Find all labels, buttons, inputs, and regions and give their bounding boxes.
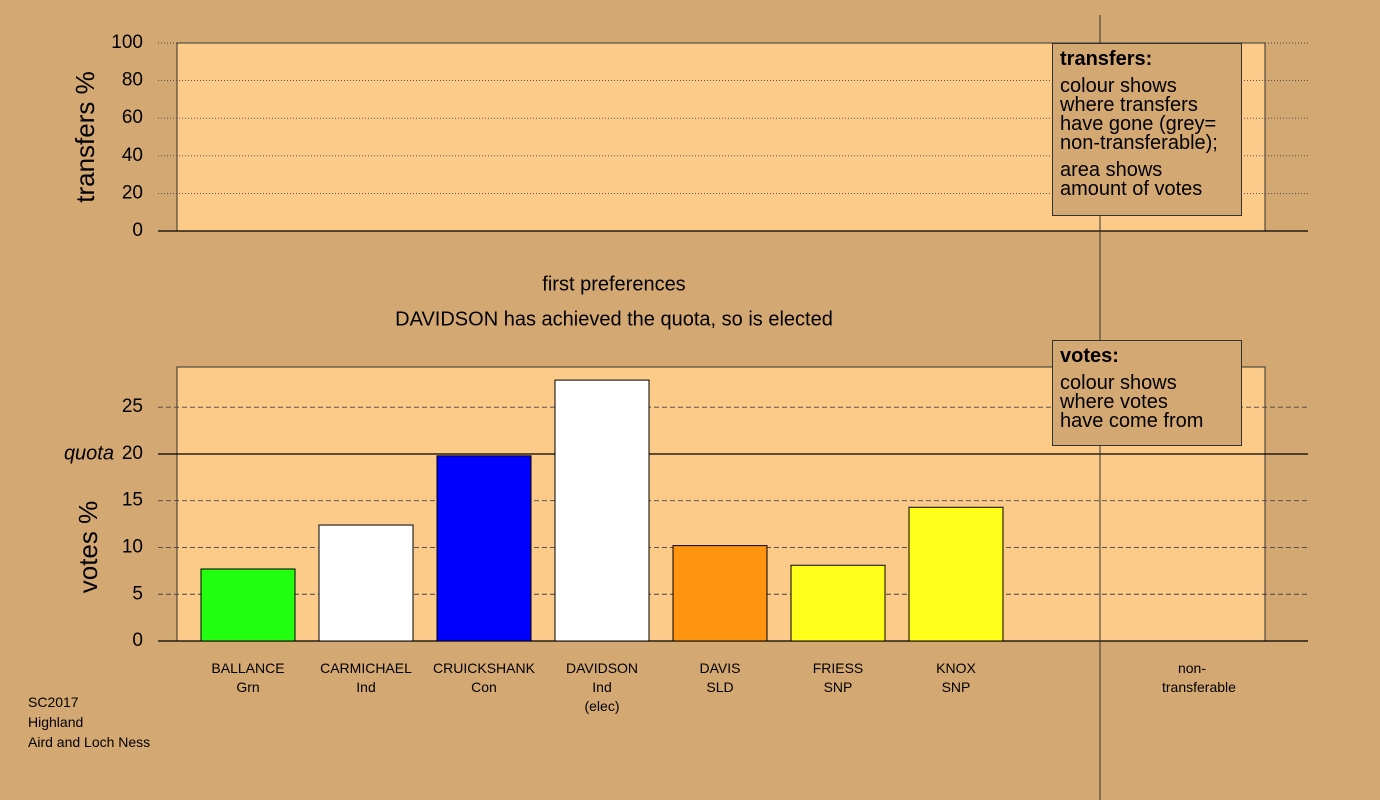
y-tick-label: 0 <box>132 220 143 241</box>
y-tick-label: 5 <box>132 583 143 604</box>
legend-line: have come from <box>1060 410 1204 432</box>
x-tick-label: DAVIDSON Ind (elec) <box>543 659 661 716</box>
legend-line: colour shows <box>1060 372 1177 394</box>
category-name: DAVIDSON <box>565 660 639 676</box>
legend-text: colour shows where votes have come from <box>1060 372 1234 432</box>
y-tick-label: 40 <box>122 145 143 166</box>
legend-line: have gone (grey= <box>1060 113 1217 135</box>
party: SNP <box>823 679 853 695</box>
category-name: DAVIS <box>699 660 741 676</box>
party: SLD <box>706 679 734 695</box>
y-tick-label: 10 <box>122 537 143 558</box>
x-tick-label: FRIESS SNP <box>779 659 897 697</box>
legend-title: votes: <box>1060 345 1119 367</box>
y-tick-label: 20 <box>122 443 143 464</box>
bar <box>908 506 1004 642</box>
footer-text: Aird and Loch Ness <box>28 734 151 750</box>
legend-text: area shows amount of votes <box>1060 159 1234 200</box>
y-tick-label: 25 <box>122 396 143 417</box>
y-axis-title: votes % <box>73 501 103 594</box>
bar <box>790 564 886 642</box>
bar <box>436 455 532 642</box>
y-tick-label: 15 <box>122 490 143 511</box>
bar <box>200 568 296 642</box>
y-tick-label: 100 <box>111 32 143 53</box>
chart-title: first preferences <box>542 273 685 295</box>
category-name: non-transferable <box>1162 660 1236 695</box>
x-tick-label: DAVIS SLD <box>661 659 779 697</box>
note: (elec) <box>584 698 620 714</box>
x-tick-label: CRUICKSHANK Con <box>425 659 543 697</box>
category-name: BALLANCE <box>211 660 285 676</box>
category-name: CRUICKSHANK <box>433 660 535 676</box>
legend-title: transfers: <box>1060 48 1153 70</box>
legend-line: area shows <box>1060 159 1163 181</box>
y-axis-title: transfers % <box>70 71 100 203</box>
legend-line: where transfers <box>1060 94 1198 116</box>
y-tick-label: 0 <box>132 630 143 651</box>
y-tick-label: 20 <box>122 182 143 203</box>
party: Ind <box>592 679 612 695</box>
party: Grn <box>236 679 260 695</box>
x-tick-label: CARMICHAEL Ind <box>307 659 425 697</box>
footer-text: SC2017 <box>28 694 79 710</box>
legend-line: amount of votes <box>1060 178 1203 200</box>
x-tick-label: KNOX SNP <box>897 659 1015 697</box>
quota-label: quota <box>64 442 114 464</box>
legend-line: where votes <box>1060 391 1168 413</box>
legend-line: non-transferable); <box>1060 132 1218 154</box>
party: SNP <box>941 679 971 695</box>
category-name: FRIESS <box>812 660 864 676</box>
bar <box>318 524 414 642</box>
category-name: KNOX <box>936 660 976 676</box>
y-tick-label: 80 <box>122 70 143 91</box>
legend-text: colour shows where transfers have gone (gr… <box>1060 75 1234 154</box>
legend: votes: colour shows where votes have come f… <box>1052 340 1242 446</box>
x-tick-label: BALLANCE Grn <box>189 659 307 697</box>
x-tick-label: non-transferable <box>1162 659 1236 697</box>
category-name: CARMICHAEL <box>320 660 412 676</box>
party: Con <box>471 679 497 695</box>
party: Ind <box>356 679 376 695</box>
legend-line: colour shows <box>1060 75 1177 97</box>
y-tick-label: 60 <box>122 107 143 128</box>
bar <box>554 379 650 642</box>
chart-subtitle: DAVIDSON has achieved the quota, so is e… <box>395 308 833 330</box>
footer-text: Highland <box>28 714 84 730</box>
bar <box>672 545 768 642</box>
legend: transfers: colour shows where transfers hav… <box>1052 43 1242 216</box>
